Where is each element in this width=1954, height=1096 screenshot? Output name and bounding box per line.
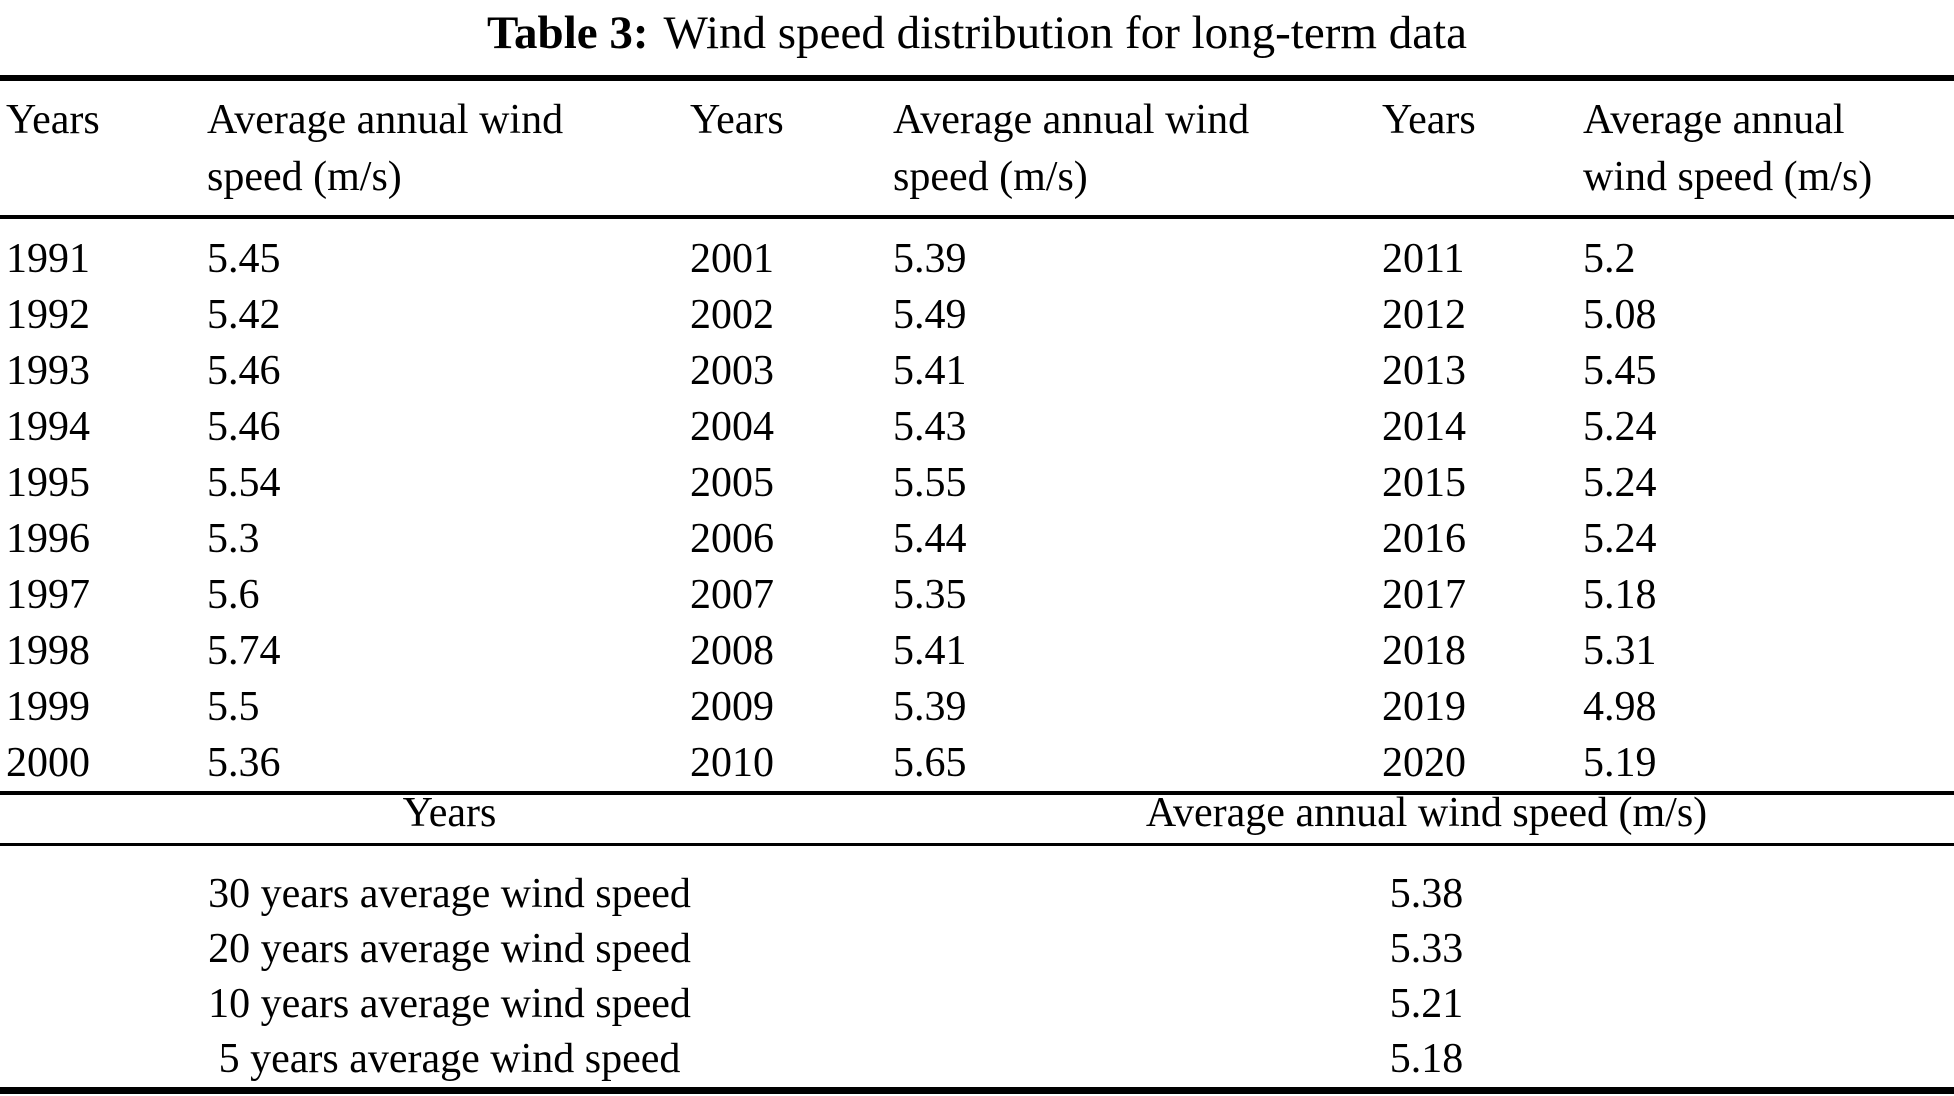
summary-row: 30 years average wind speed 5.38 (0, 845, 1954, 923)
table-row: 1995 5.54 2005 5.55 2015 5.24 (0, 455, 1954, 511)
table-row: 1996 5.3 2006 5.44 2016 5.24 (0, 511, 1954, 567)
table-row: 1998 5.74 2008 5.41 2018 5.31 (0, 623, 1954, 679)
speed-cell: 5.35 (893, 572, 967, 618)
table-row: 1992 5.42 2002 5.49 2012 5.08 (0, 287, 1954, 343)
year-cell: 2017 (1382, 572, 1466, 618)
col-header-years-3: Years (1379, 81, 1577, 219)
year-cell: 1993 (6, 348, 90, 394)
table-row: 1999 5.5 2009 5.39 2019 4.98 (0, 679, 1954, 735)
wind-speed-table: Years Average annual wind speed (m/s) Ye… (0, 81, 1954, 795)
speed-cell: 5.18 (1583, 572, 1657, 618)
year-cell: 2005 (690, 460, 774, 506)
year-cell: 1998 (6, 628, 90, 674)
speed-cell: 5.08 (1583, 292, 1657, 338)
speed-cell: 5.49 (893, 292, 967, 338)
speed-cell: 5.42 (207, 292, 281, 338)
year-cell: 1999 (6, 684, 90, 730)
year-cell: 2018 (1382, 628, 1466, 674)
speed-cell: 5.43 (893, 404, 967, 450)
speed-cell: 5.46 (207, 404, 281, 450)
year-cell: 2002 (690, 292, 774, 338)
bottom-rule-divider (0, 1087, 1954, 1094)
speed-cell: 5.44 (893, 516, 967, 562)
speed-cell: 5.3 (207, 516, 260, 562)
year-cell: 1991 (6, 236, 90, 282)
summary-row: 10 years average wind speed 5.21 (0, 977, 1954, 1032)
speed-cell: 4.98 (1583, 684, 1657, 730)
speed-cell: 5.24 (1583, 460, 1657, 506)
speed-cell: 5.45 (207, 236, 281, 282)
summary-value-cell: 5.33 (1389, 926, 1464, 972)
table-row: 1994 5.46 2004 5.43 2014 5.24 (0, 399, 1954, 455)
speed-cell: 5.41 (893, 628, 967, 674)
summary-label-cell: 10 years average wind speed (208, 981, 691, 1027)
year-cell: 2016 (1382, 516, 1466, 562)
year-cell: 1996 (6, 516, 90, 562)
speed-cell: 5.46 (207, 348, 281, 394)
summary-col-header-speed: Average annual wind speed (m/s) (899, 776, 1954, 846)
averages-summary-table: Years Average annual wind speed (m/s) 30… (0, 776, 1954, 1087)
summary-label-cell: 30 years average wind speed (208, 871, 691, 917)
table-row: 1997 5.6 2007 5.35 2017 5.18 (0, 567, 1954, 623)
col-header-speed-1: Average annual wind speed (m/s) (202, 81, 685, 219)
summary-value-cell: 5.21 (1389, 981, 1464, 1027)
table-row: 1991 5.45 2001 5.39 2011 5.2 (0, 217, 1954, 287)
speed-cell: 5.55 (893, 460, 967, 506)
col-header-speed-3: Average annual wind speed (m/s) (1577, 81, 1954, 219)
summary-label-cell: 5 years average wind speed (218, 1036, 681, 1082)
year-cell: 2012 (1382, 292, 1466, 338)
speed-cell: 5.5 (207, 684, 260, 730)
summary-value-cell: 5.38 (1389, 871, 1464, 917)
year-cell: 1997 (6, 572, 90, 618)
speed-cell: 5.6 (207, 572, 260, 618)
summary-row: 5 years average wind speed 5.18 (0, 1032, 1954, 1087)
speed-cell: 5.39 (893, 236, 967, 282)
table-row: 1993 5.46 2003 5.41 2013 5.45 (0, 343, 1954, 399)
col-header-speed-2: Average annual wind speed (m/s) (890, 81, 1379, 219)
table-caption: Table 3: Wind speed distribution for long… (0, 0, 1954, 66)
year-cell: 2011 (1382, 236, 1465, 282)
year-cell: 2001 (690, 236, 774, 282)
year-cell: 1992 (6, 292, 90, 338)
speed-cell: 5.24 (1583, 516, 1657, 562)
year-cell: 1995 (6, 460, 90, 506)
table-title: Wind speed distribution for long-term da… (663, 7, 1467, 59)
col-header-years-1: Years (0, 81, 202, 219)
top-rule-divider (0, 75, 1954, 81)
year-cell: 2015 (1382, 460, 1466, 506)
summary-label-cell: 20 years average wind speed (208, 926, 691, 972)
year-cell: 2004 (690, 404, 774, 450)
year-cell: 2013 (1382, 348, 1466, 394)
speed-cell: 5.45 (1583, 348, 1657, 394)
year-cell: 1994 (6, 404, 90, 450)
year-cell: 2003 (690, 348, 774, 394)
speed-cell: 5.24 (1583, 404, 1657, 450)
year-cell: 2007 (690, 572, 774, 618)
speed-cell: 5.74 (207, 628, 281, 674)
year-cell: 2009 (690, 684, 774, 730)
summary-row: 20 years average wind speed 5.33 (0, 922, 1954, 977)
year-cell: 2014 (1382, 404, 1466, 450)
speed-cell: 5.41 (893, 348, 967, 394)
year-cell: 2008 (690, 628, 774, 674)
speed-cell: 5.31 (1583, 628, 1657, 674)
header-row: Years Average annual wind speed (m/s) Ye… (0, 81, 1954, 219)
table-number-label: Table 3: (487, 7, 649, 59)
speed-cell: 5.54 (207, 460, 281, 506)
col-header-years-2: Years (685, 81, 890, 219)
speed-cell: 5.39 (893, 684, 967, 730)
speed-cell: 5.2 (1583, 236, 1636, 282)
year-cell: 2019 (1382, 684, 1466, 730)
summary-header-row: Years Average annual wind speed (m/s) (0, 776, 1954, 846)
summary-value-cell: 5.18 (1389, 1036, 1464, 1082)
year-cell: 2006 (690, 516, 774, 562)
summary-col-header-years: Years (0, 776, 899, 846)
